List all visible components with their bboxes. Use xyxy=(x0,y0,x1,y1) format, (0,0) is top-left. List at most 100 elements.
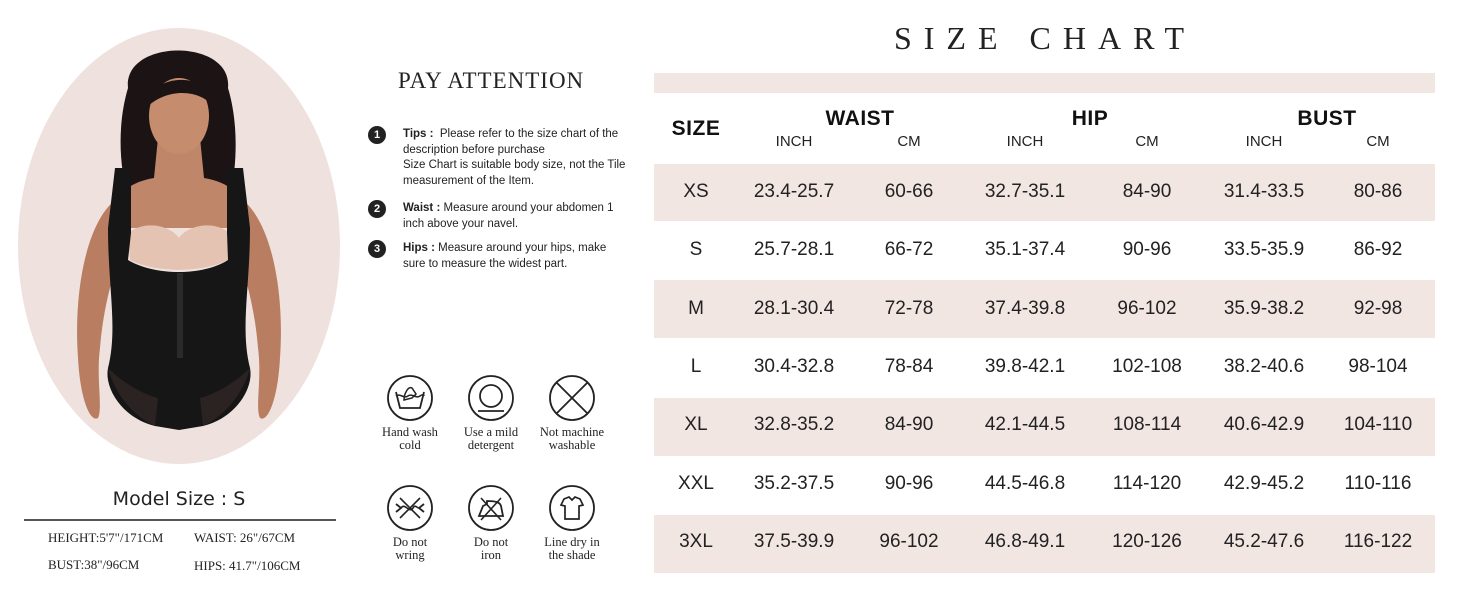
bust-inch-cell: 31.4-33.5 xyxy=(1223,181,1305,202)
tip-label: Waist : xyxy=(403,202,441,214)
tip-extra: Size Chart is suitable body size, not th… xyxy=(403,159,626,187)
no-machine-wash-icon xyxy=(549,375,595,421)
tip-text: Waist : Measure around your abdomen 1 in… xyxy=(403,201,629,232)
waist-cm-cell: 66-72 xyxy=(884,239,934,260)
do-not-wring-icon xyxy=(387,485,433,531)
row-band xyxy=(654,398,1435,456)
tip-text: Hips : Measure around your hips, make su… xyxy=(403,241,629,272)
waist-inch-cell: 23.4-25.7 xyxy=(753,181,835,202)
bust-cm-cell: 104-110 xyxy=(1343,414,1413,435)
hip-cm-cell: 96-102 xyxy=(1117,298,1177,319)
bust-cm-cell: 116-122 xyxy=(1343,531,1413,552)
bust-cm-cell: 86-92 xyxy=(1353,239,1403,260)
waist-inch-cell: 28.1-30.4 xyxy=(753,298,835,319)
waist-inch-cell: 35.2-37.5 xyxy=(753,473,835,494)
waist-cm-cell: 84-90 xyxy=(884,414,934,435)
waist-cm-cell: 72-78 xyxy=(884,298,934,319)
care-label: Use a mild detergent xyxy=(463,425,519,452)
bust-cm-cell: 80-86 xyxy=(1353,181,1403,202)
model-illustration xyxy=(77,50,281,430)
hand-wash-icon xyxy=(387,375,433,421)
care-item: Do not iron xyxy=(451,484,531,562)
bust-inch-cell: 42.9-45.2 xyxy=(1223,473,1305,494)
hip-inch-cell: 46.8-49.1 xyxy=(984,531,1066,552)
model-panel: Model Size : S HEIGHT:5'7"/171CM WAIST: … xyxy=(0,0,360,600)
tip-label: Hips : xyxy=(403,242,435,254)
divider xyxy=(24,519,336,521)
number-badge: 2 xyxy=(368,200,386,218)
hip-cm-cell: 84-90 xyxy=(1122,181,1172,202)
hip-cm-cell: 108-114 xyxy=(1112,414,1182,435)
bust-inch-cell: 35.9-38.2 xyxy=(1223,298,1305,319)
tip-label: Tips : xyxy=(403,128,434,140)
row-band xyxy=(654,515,1435,573)
size-cell: 3XL xyxy=(679,531,713,552)
size-cell: L xyxy=(690,356,702,377)
hip-cm-cell: 102-108 xyxy=(1112,356,1182,377)
size-cell: S xyxy=(689,239,703,260)
group-header-waist: WAIST xyxy=(825,107,895,130)
hip-inch-cell: 39.8-42.1 xyxy=(984,356,1066,377)
model-height: HEIGHT:5'7"/171CM xyxy=(48,530,164,545)
size-cell: XXL xyxy=(678,473,714,494)
row-band xyxy=(654,164,1435,221)
tip-body: Please refer to the size chart of the de… xyxy=(403,128,619,156)
bust-cm-cell: 92-98 xyxy=(1353,298,1403,319)
hip-inch-cell: 37.4-39.8 xyxy=(984,298,1066,319)
hip-inch-cell: 35.1-37.4 xyxy=(984,239,1066,260)
unit-inch: INCH xyxy=(775,133,813,150)
unit-inch: INCH xyxy=(1245,133,1283,150)
care-label: Do not wring xyxy=(392,535,428,562)
waist-cm-cell: 78-84 xyxy=(884,356,934,377)
unit-inch: INCH xyxy=(1006,133,1044,150)
bust-inch-cell: 33.5-35.9 xyxy=(1223,239,1305,260)
care-label: Line dry in the shade xyxy=(544,535,600,562)
bust-cm-cell: 98-104 xyxy=(1348,356,1408,377)
row-band xyxy=(654,280,1435,338)
line-dry-shade-icon xyxy=(549,485,595,531)
attention-title: PAY ATTENTION xyxy=(398,68,585,93)
waist-inch-cell: 37.5-39.9 xyxy=(753,531,835,552)
bust-cm-cell: 110-116 xyxy=(1344,473,1412,494)
hip-cm-cell: 90-96 xyxy=(1122,239,1172,260)
size-cell: M xyxy=(688,298,704,319)
bust-inch-cell: 38.2-40.6 xyxy=(1223,356,1305,377)
mild-detergent-icon xyxy=(468,375,514,421)
waist-cm-cell: 90-96 xyxy=(884,473,934,494)
size-header: SIZE xyxy=(671,117,721,140)
unit-cm: CM xyxy=(897,133,921,150)
bust-inch-cell: 45.2-47.6 xyxy=(1223,531,1305,552)
model-size-label: Model Size : S xyxy=(112,488,246,510)
model-waist: WAIST: 26"/67CM xyxy=(194,530,296,545)
care-item: Do not wring xyxy=(370,484,450,562)
care-item: Use a mild detergent xyxy=(451,374,531,452)
care-label: Hand wash cold xyxy=(382,425,438,452)
care-item: Line dry in the shade xyxy=(532,484,612,562)
tip-body: Measure around your abdomen 1 inch above… xyxy=(403,202,614,230)
waist-cm-cell: 96-102 xyxy=(879,531,939,552)
care-item: Hand wash cold xyxy=(370,374,450,452)
model-hips: HIPS: 41.7"/106CM xyxy=(194,558,301,573)
waist-inch-cell: 30.4-32.8 xyxy=(753,356,835,377)
unit-cm: CM xyxy=(1135,133,1159,150)
model-bust: BUST:38"/96CM xyxy=(48,557,140,572)
care-label: Not machine washable xyxy=(539,425,605,452)
hip-inch-cell: 42.1-44.5 xyxy=(984,414,1066,435)
hip-cm-cell: 120-126 xyxy=(1112,531,1182,552)
hip-inch-cell: 44.5-46.8 xyxy=(984,473,1066,494)
tip-body: Measure around your hips, make sure to m… xyxy=(403,242,607,270)
do-not-iron-icon xyxy=(468,485,514,531)
care-item: Not machine washable xyxy=(532,374,612,452)
size-cell: XS xyxy=(683,181,709,202)
waist-cm-cell: 60-66 xyxy=(884,181,934,202)
bust-inch-cell: 40.6-42.9 xyxy=(1223,414,1305,435)
group-header-bust: BUST xyxy=(1297,107,1357,130)
number-badge: 3 xyxy=(368,240,386,258)
chart-title: SIZE CHART xyxy=(893,20,1197,56)
hip-inch-cell: 32.7-35.1 xyxy=(984,181,1066,202)
number-badge: 1 xyxy=(368,126,386,144)
tip-text: Tips : Please refer to the size chart of… xyxy=(403,127,629,189)
model-photo xyxy=(18,28,340,464)
hip-cm-cell: 114-120 xyxy=(1112,473,1182,494)
waist-inch-cell: 25.7-28.1 xyxy=(753,239,835,260)
